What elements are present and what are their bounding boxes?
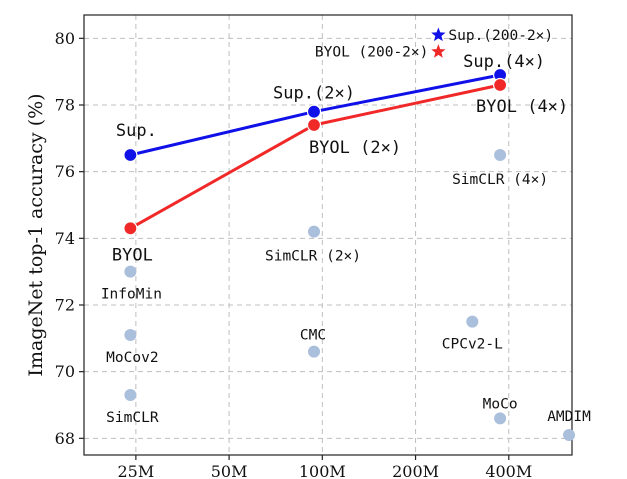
point-amdim-label: AMDIM: [547, 409, 591, 425]
point-byol-label: BYOL: [112, 245, 153, 265]
point-simclr-2: [308, 225, 321, 238]
y-tick-label: 74: [55, 229, 75, 248]
point-moco: [494, 412, 507, 425]
point-cpcv2-l-label: CPCv2-L: [442, 337, 503, 353]
x-tick-label: 50M: [211, 462, 248, 479]
plot-frame: [83, 14, 573, 456]
star-sup-200-2-label: Sup.(200-2×): [448, 28, 553, 44]
y-tick-label: 80: [55, 29, 75, 48]
point-infomin: [124, 265, 137, 278]
point-byol-2: [306, 117, 322, 133]
point-mocov2: [124, 329, 137, 341]
point-mocov2-label: MoCov2: [106, 350, 158, 366]
star-byol-200-2: [431, 44, 446, 58]
point-infomin-label: InfoMin: [101, 287, 162, 303]
x-tick-label: 100M: [299, 462, 346, 479]
star-byol-200-2-label: BYOL (200-2×): [315, 45, 429, 61]
star-sup-200-2: [431, 27, 446, 42]
x-tick-label: 25M: [117, 462, 154, 479]
grid-layer: [84, 15, 572, 455]
y-tick-label: 70: [55, 362, 75, 381]
point-byol-4: [493, 77, 508, 93]
y-tick-label: 76: [55, 162, 75, 181]
point-sup-2-label: Sup.(2×): [273, 84, 355, 104]
point-sup-label: Sup.: [116, 121, 157, 141]
point-amdim: [563, 429, 576, 441]
y-tick-label: 72: [55, 296, 75, 315]
point-simclr-4-label: SimCLR (4×): [452, 172, 548, 188]
point-simclr-4: [494, 149, 507, 161]
point-cmc: [308, 345, 321, 358]
x-tick-label: 200M: [392, 462, 439, 479]
point-sup: [123, 147, 138, 163]
point-simclr-label: SimCLR: [106, 410, 159, 426]
x-tick-label: 400M: [485, 462, 532, 479]
tick-layer: 25M 50M 100M 200M 400M 68 70 72 74 76 78 80: [55, 29, 533, 479]
label-layer: InfoMin MoCov2 SimCLR SimCLR (2×) CMC SimCLR …: [101, 28, 591, 426]
point-byol-2-label: BYOL (2×): [309, 138, 401, 158]
point-moco-label: MoCo: [483, 396, 518, 412]
point-simclr: [124, 389, 137, 401]
point-cmc-label: CMC: [300, 328, 326, 344]
y-tick-label: 78: [55, 96, 75, 115]
y-tick-label: 68: [55, 429, 75, 448]
point-sup-2: [306, 104, 322, 119]
point-cpcv2-l: [466, 315, 479, 328]
point-byol-4-label: BYOL (4×): [476, 97, 568, 117]
point-sup-4-label: Sup.(4×): [463, 52, 545, 72]
point-simclr-2-label: SimCLR (2×): [265, 249, 361, 265]
point-byol: [123, 221, 138, 236]
point-layer: [123, 27, 576, 441]
y-axis-label: ImageNet top-1 accuracy (%): [25, 93, 47, 376]
